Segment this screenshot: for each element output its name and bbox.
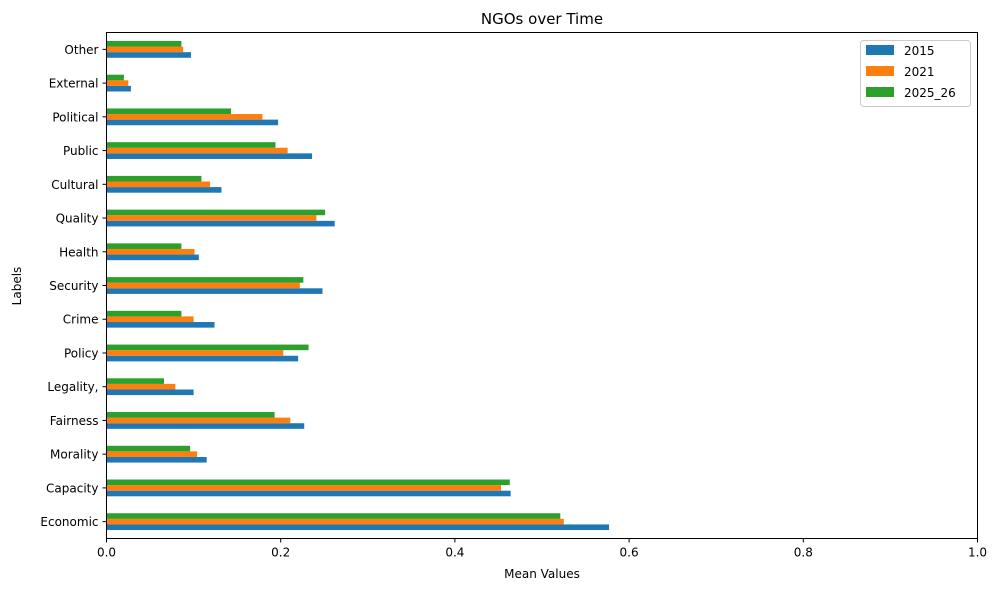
y-tick-label: Other <box>64 43 98 57</box>
bar-2015 <box>106 456 207 463</box>
legend-swatch <box>866 45 894 55</box>
bar-2021 <box>106 316 194 323</box>
y-tick-label: Health <box>59 245 98 259</box>
bar-2021 <box>106 451 198 457</box>
bar-group-policy <box>106 344 309 362</box>
legend-label: 2015 <box>904 44 935 58</box>
bar-2025_26 <box>106 209 326 216</box>
y-axis-ticks: Economic Capacity Morality Fairness Legality… <box>40 43 107 529</box>
bar-group-external <box>106 74 131 92</box>
bar-group-political <box>106 108 279 126</box>
y-tick-label: Cultural <box>51 178 98 192</box>
bar-groups <box>106 40 610 531</box>
bar-2015 <box>106 490 511 497</box>
y-tick-label: Policy <box>64 346 99 360</box>
y-axis-label: Labels <box>10 267 24 306</box>
bar-group-economic <box>106 513 610 531</box>
bar-2025_26 <box>106 513 561 519</box>
bar-2021 <box>106 181 211 188</box>
bar-2025_26 <box>106 479 510 486</box>
bar-2021 <box>106 114 263 120</box>
y-tick-label: Crime <box>63 313 99 327</box>
bar-group-legality <box>106 378 194 396</box>
bar-2021 <box>106 46 184 53</box>
y-tick-label: Morality <box>50 448 98 462</box>
bar-2021 <box>106 485 502 491</box>
bar-2025_26 <box>106 277 304 283</box>
bar-group-quality <box>106 209 335 227</box>
x-tick-label: 0.8 <box>794 546 813 560</box>
y-tick-label: Quality <box>56 212 99 226</box>
bar-2025_26 <box>106 412 275 418</box>
y-tick-label: Legality, <box>47 380 98 394</box>
bar-2025_26 <box>106 378 164 384</box>
bar-group-cultural <box>106 175 222 193</box>
bar-group-fairness <box>106 412 305 429</box>
x-tick-label: 0.0 <box>97 546 116 560</box>
bar-2021 <box>106 518 564 525</box>
bar-2021 <box>106 282 300 289</box>
y-tick-label: Capacity <box>46 481 98 495</box>
bar-2025_26 <box>106 142 276 148</box>
y-tick-label: Fairness <box>50 414 99 428</box>
y-tick-label: Political <box>52 110 98 124</box>
legend-swatch <box>866 66 894 76</box>
bar-2025_26 <box>106 344 309 351</box>
x-tick-label: 0.2 <box>271 546 290 560</box>
bar-2021 <box>106 350 284 356</box>
bar-2021 <box>106 215 317 221</box>
bar-2025_26 <box>106 108 232 115</box>
x-tick-label: 1.0 <box>968 546 987 560</box>
bar-2015 <box>106 220 335 227</box>
bar-2015 <box>106 524 610 531</box>
plot-frame <box>106 32 978 539</box>
bar-2021 <box>106 248 195 255</box>
legend-swatch <box>866 87 894 97</box>
bar-2021 <box>106 417 291 424</box>
bar-2015 <box>106 254 199 261</box>
bar-2025_26 <box>106 243 182 249</box>
bar-2015 <box>106 85 131 92</box>
bar-group-crime <box>106 310 215 328</box>
bar-group-health <box>106 243 199 261</box>
legend-label: 2025_26 <box>904 86 956 100</box>
x-tick-label: 0.4 <box>445 546 464 560</box>
y-tick-label: Security <box>49 279 98 293</box>
bar-2021 <box>106 147 288 154</box>
bar-2015 <box>106 153 313 159</box>
bar-2015 <box>106 187 222 193</box>
chart-title: NGOs over Time <box>481 10 603 28</box>
bar-2015 <box>106 52 191 58</box>
bar-2015 <box>106 119 279 126</box>
bar-2015 <box>106 288 323 294</box>
bar-2015 <box>106 322 215 328</box>
bar-2025_26 <box>106 175 202 182</box>
bar-2025_26 <box>106 74 124 81</box>
bar-group-other <box>106 40 191 58</box>
legend: 2015 2021 2025_26 <box>860 40 971 107</box>
x-axis-ticks: 0.0 0.2 0.4 0.6 0.8 1.0 <box>97 538 987 560</box>
x-tick-label: 0.6 <box>620 546 639 560</box>
y-tick-label: Economic <box>40 515 98 529</box>
bar-group-public <box>106 142 313 159</box>
bar-2021 <box>106 383 176 390</box>
bar-2025_26 <box>106 310 182 317</box>
bar-2021 <box>106 80 129 86</box>
bar-2015 <box>106 355 299 362</box>
bar-group-morality <box>106 445 207 463</box>
x-axis-label: Mean Values <box>504 567 580 581</box>
y-tick-label: Public <box>63 144 99 158</box>
bar-2025_26 <box>106 40 182 47</box>
bar-2015 <box>106 423 305 429</box>
bar-2025_26 <box>106 445 191 452</box>
bar-group-security <box>106 277 323 294</box>
bar-group-capacity <box>106 479 511 497</box>
legend-label: 2021 <box>904 65 935 79</box>
y-tick-label: External <box>49 77 99 91</box>
bar-2015 <box>106 389 194 396</box>
